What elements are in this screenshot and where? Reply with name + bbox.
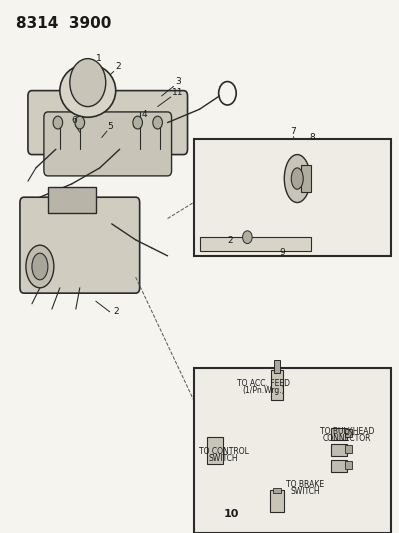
Text: SWITCH: SWITCH [209, 454, 238, 463]
Bar [200, 237, 311, 251]
Text: TO BULKHEAD: TO BULKHEAD [320, 427, 374, 437]
Circle shape [133, 116, 142, 129]
Text: 8314  3900: 8314 3900 [16, 16, 111, 31]
Bar [331, 428, 347, 440]
Ellipse shape [60, 64, 116, 117]
Circle shape [243, 231, 252, 244]
Text: 11: 11 [172, 88, 183, 97]
Text: 8: 8 [309, 133, 315, 142]
Text: 2: 2 [227, 236, 233, 245]
Text: 4: 4 [142, 110, 147, 119]
Text: SWITCH: SWITCH [290, 487, 320, 496]
Bar [194, 139, 391, 256]
Bar [345, 429, 352, 437]
Bar [271, 370, 283, 400]
Bar [345, 461, 352, 469]
Bar [331, 444, 347, 456]
Bar [331, 460, 347, 472]
Bar [48, 187, 96, 213]
Text: (1/Pn.Wrg.): (1/Pn.Wrg.) [242, 386, 284, 395]
Bar [273, 488, 281, 493]
Circle shape [273, 445, 281, 456]
Circle shape [75, 116, 85, 129]
Text: TO CONTROL: TO CONTROL [198, 447, 248, 456]
Text: 9: 9 [279, 248, 285, 257]
Text: 1: 1 [96, 54, 101, 63]
Text: 5: 5 [108, 122, 113, 131]
Bar [270, 490, 284, 512]
Bar [274, 360, 280, 373]
FancyBboxPatch shape [44, 112, 172, 176]
Ellipse shape [291, 168, 303, 189]
Ellipse shape [26, 245, 54, 288]
Ellipse shape [284, 155, 310, 203]
Text: 6: 6 [72, 116, 77, 125]
Circle shape [53, 116, 63, 129]
Bar [194, 368, 391, 533]
Text: 3: 3 [176, 77, 181, 86]
Bar [345, 445, 352, 453]
Text: CONNECTOR: CONNECTOR [323, 434, 371, 443]
FancyBboxPatch shape [28, 91, 188, 155]
Text: 10: 10 [224, 509, 239, 519]
Bar [301, 165, 311, 192]
Ellipse shape [32, 253, 48, 280]
Circle shape [70, 59, 106, 107]
Text: 2: 2 [116, 62, 121, 71]
Circle shape [252, 446, 259, 455]
Text: 7: 7 [290, 127, 296, 136]
Circle shape [153, 116, 162, 129]
Text: TO BRAKE: TO BRAKE [286, 480, 324, 489]
Circle shape [274, 467, 280, 476]
Text: TO ACC. FEED: TO ACC. FEED [237, 379, 290, 389]
FancyBboxPatch shape [20, 197, 140, 293]
Bar [207, 437, 223, 464]
Text: 2: 2 [114, 308, 119, 317]
